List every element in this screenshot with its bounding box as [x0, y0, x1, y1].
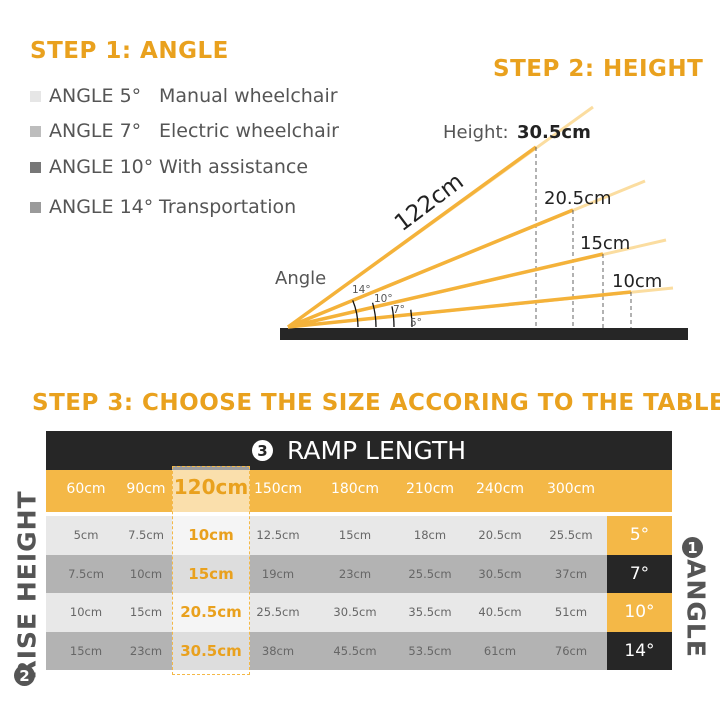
- legend-angle: ANGLE 5°: [49, 85, 142, 107]
- legend-swatch-icon: [30, 125, 41, 137]
- height-value-15: 15cm: [580, 233, 630, 254]
- length-header-cell: 150cm: [253, 481, 303, 497]
- legend-item: ANGLE 5° Manual wheelchair: [30, 85, 338, 107]
- rise-height-title: RISE HEIGHT: [12, 490, 42, 680]
- table-cell: 38cm: [261, 643, 295, 658]
- length-row: 60cm 90cm 150cm 180cm 210cm 240cm 300cm: [46, 470, 672, 512]
- ramp-line: [287, 252, 604, 329]
- legend-swatch-icon: [30, 201, 41, 213]
- highlight-cell: 15cm: [188, 564, 234, 583]
- ramp-diagram: Height: 30.5cm 20.5cm 15cm 10cm 122cm An…: [275, 105, 688, 340]
- table-row: 15cm 23cm 38cm 45.5cm 53.5cm 61cm 76cm: [46, 631, 607, 670]
- table-cell: 7.5cm: [68, 566, 104, 581]
- highlight-cell: 30.5cm: [180, 641, 242, 660]
- highlight-cell: 20.5cm: [180, 603, 242, 621]
- angle-label: Angle: [275, 268, 326, 289]
- table-row: 10cm 15cm 25.5cm 30.5cm 35.5cm 40.5cm 51cm: [46, 593, 607, 632]
- legend-desc: Transportation: [159, 196, 297, 218]
- length-header-cell: 180cm: [330, 481, 380, 497]
- table-cell: 12.5cm: [256, 528, 300, 542]
- table-cell: 37cm: [554, 566, 588, 581]
- table-cell: 25.5cm: [408, 566, 452, 581]
- angle-10-label: 10°: [374, 293, 393, 305]
- length-header-cell: 210cm: [405, 481, 455, 497]
- legend-swatch-icon: [30, 90, 41, 102]
- table-cell: 61cm: [483, 643, 517, 658]
- ramp-line: [287, 290, 632, 329]
- step2-title: STEP 2: HEIGHT: [493, 56, 704, 82]
- table-cell: 76cm: [554, 643, 588, 658]
- badge-1: 1: [682, 537, 703, 558]
- table-row: 5cm 7.5cm 12.5cm 15cm 18cm 20.5cm 25.5cm: [46, 516, 607, 555]
- ramp-length-header: 3 RAMP LENGTH: [46, 431, 672, 470]
- table-cell: 40.5cm: [478, 605, 522, 619]
- angle-cell: 5°: [607, 516, 672, 555]
- highlight-column: [172, 466, 250, 675]
- ramp-line: [287, 208, 574, 329]
- table-cell: 15cm: [69, 643, 103, 658]
- step3-title: STEP 3: CHOOSE THE SIZE ACCORING TO THE …: [32, 390, 720, 416]
- badge-2: 2: [14, 665, 35, 686]
- angle-5-label: 5°: [410, 317, 422, 329]
- table-cell: 5cm: [73, 528, 99, 542]
- highlight-cell: 10cm: [188, 526, 234, 544]
- ramp-length-title: RAMP LENGTH: [286, 436, 467, 465]
- step1-title: STEP 1: ANGLE: [30, 38, 229, 64]
- angle-title: ANGLE: [681, 559, 711, 658]
- table-cell: 10cm: [129, 566, 163, 581]
- ramp-line: [286, 145, 538, 329]
- angle-arc: [352, 300, 359, 328]
- highlight-length-header: 120cm: [173, 475, 249, 499]
- legend-swatch-icon: [30, 161, 41, 173]
- table-cell: 30.5cm: [478, 566, 522, 581]
- length-header-cell: 240cm: [475, 481, 525, 497]
- height-value-20-5: 20.5cm: [544, 188, 612, 209]
- table-cell: 10cm: [69, 605, 103, 619]
- table-cell: 35.5cm: [408, 605, 452, 619]
- legend-desc: Electric wheelchair: [159, 120, 339, 142]
- badge-3: 3: [251, 440, 273, 461]
- angle-cell: 10°: [607, 593, 672, 632]
- table-cell: 23cm: [129, 643, 163, 658]
- height-value-10: 10cm: [612, 271, 662, 292]
- height-value-30-5: 30.5cm: [517, 122, 591, 143]
- table-cell: 25.5cm: [549, 528, 593, 542]
- length-header-cell: 300cm: [546, 481, 596, 497]
- legend-angle: ANGLE 10°: [49, 156, 154, 178]
- table-cell: 20.5cm: [478, 528, 522, 542]
- table-cell: 15cm: [338, 528, 372, 542]
- angle-arc: [410, 309, 413, 328]
- table-cell: 15cm: [129, 605, 163, 619]
- table-cell: 23cm: [338, 566, 372, 581]
- table-cell: 53.5cm: [408, 643, 452, 658]
- legend-item: ANGLE 10° With assistance: [30, 156, 308, 178]
- table-cell: 51cm: [554, 605, 588, 619]
- table-cell: 45.5cm: [333, 643, 377, 658]
- table-cell: 18cm: [413, 528, 447, 542]
- legend-angle: ANGLE 7°: [49, 120, 142, 142]
- angle-cell: 7°: [607, 554, 672, 593]
- table-cell: 7.5cm: [128, 528, 164, 542]
- table-cell: 30.5cm: [333, 605, 377, 619]
- legend-desc: With assistance: [159, 156, 309, 178]
- legend-item: ANGLE 7° Electric wheelchair: [30, 120, 339, 142]
- table-cell: 25.5cm: [256, 605, 300, 619]
- angle-7-label: 7°: [393, 304, 405, 316]
- table-cell: 19cm: [261, 566, 295, 581]
- length-header-cell: 60cm: [66, 481, 106, 497]
- angle-cell: 14°: [607, 631, 672, 670]
- angle-arc: [371, 302, 377, 328]
- legend-angle: ANGLE 14°: [49, 196, 154, 218]
- height-label: Height:: [443, 122, 509, 143]
- angle-14-label: 14°: [352, 284, 371, 296]
- legend-item: ANGLE 14° Transportation: [30, 196, 296, 218]
- angle-arc: [391, 306, 395, 328]
- ground-bar: [280, 328, 688, 340]
- table-row: 7.5cm 10cm 19cm 23cm 25.5cm 30.5cm 37cm: [46, 554, 607, 593]
- legend-desc: Manual wheelchair: [159, 85, 338, 107]
- length-header-cell: 90cm: [126, 481, 166, 497]
